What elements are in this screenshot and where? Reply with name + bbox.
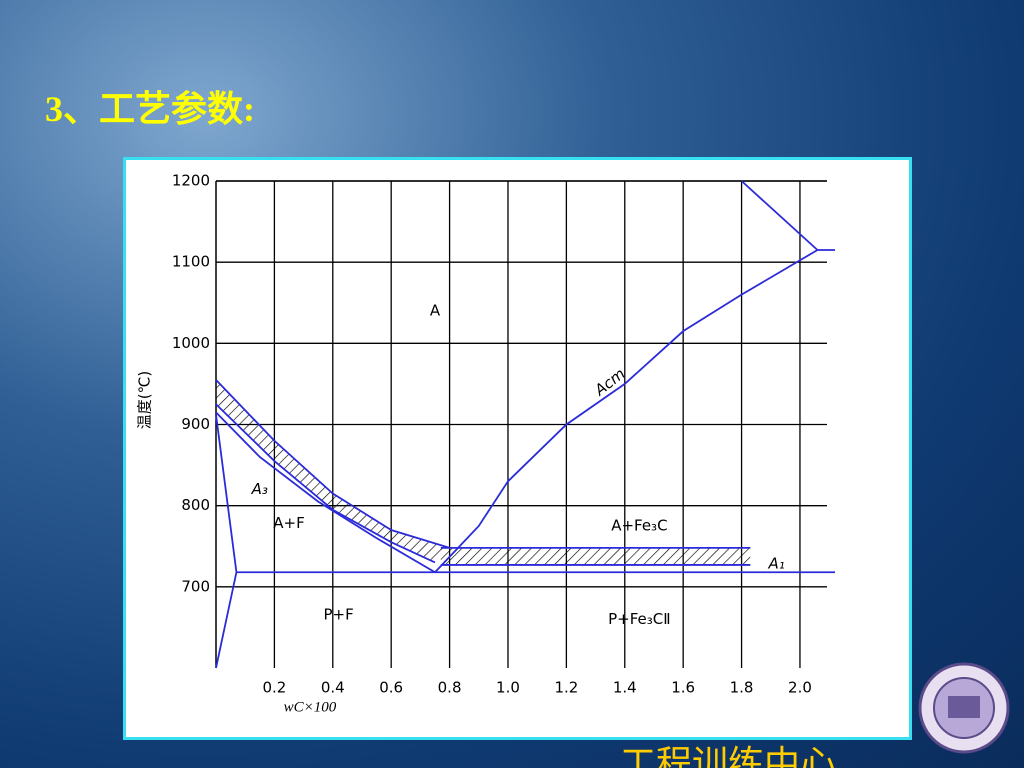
x-tick-label: 0.8	[438, 679, 462, 697]
x-tick-label: 1.2	[554, 679, 578, 697]
region-label: A	[430, 301, 441, 319]
region-label: A+F	[273, 514, 304, 532]
footer: 工程训练中心	[620, 744, 837, 768]
phase-line	[740, 180, 835, 251]
hatch-band	[440, 547, 751, 565]
x-tick-label: 1.4	[613, 679, 637, 697]
y-tick-label: 1100	[172, 253, 210, 271]
curve-label: A₁	[767, 555, 784, 573]
y-tick-label: 800	[181, 496, 210, 514]
region-label: A+Fe₃C	[611, 516, 667, 534]
phase-line	[215, 411, 436, 574]
x-tick-label: 1.8	[730, 679, 754, 697]
x-axis-label: wC×100	[284, 699, 337, 715]
x-tick-label: 0.6	[379, 679, 403, 697]
x-tick-label: 0.2	[262, 679, 286, 697]
slide-title: 3、工艺参数:	[45, 89, 255, 129]
y-tick-label: 1200	[172, 172, 210, 190]
y-tick-label: 1000	[172, 334, 210, 352]
x-tick-label: 1.0	[496, 679, 520, 697]
phase-line	[434, 249, 818, 573]
x-tick-label: 1.6	[671, 679, 695, 697]
figure-panel	[123, 157, 912, 740]
phase-line	[215, 379, 450, 549]
region-label: P+Fe₃CⅡ	[608, 610, 671, 628]
x-tick-label: 2.0	[788, 679, 812, 697]
x-tick-label: 0.4	[321, 679, 345, 697]
region-label: P+F	[324, 606, 354, 624]
curve-label: A₃	[251, 480, 268, 498]
y-axis-label: 温度(℃)	[136, 371, 154, 430]
hatch-band	[216, 379, 450, 563]
logo	[918, 662, 1010, 754]
y-tick-label: 700	[181, 577, 210, 595]
phase-line	[215, 414, 238, 669]
y-tick-label: 900	[181, 415, 210, 433]
